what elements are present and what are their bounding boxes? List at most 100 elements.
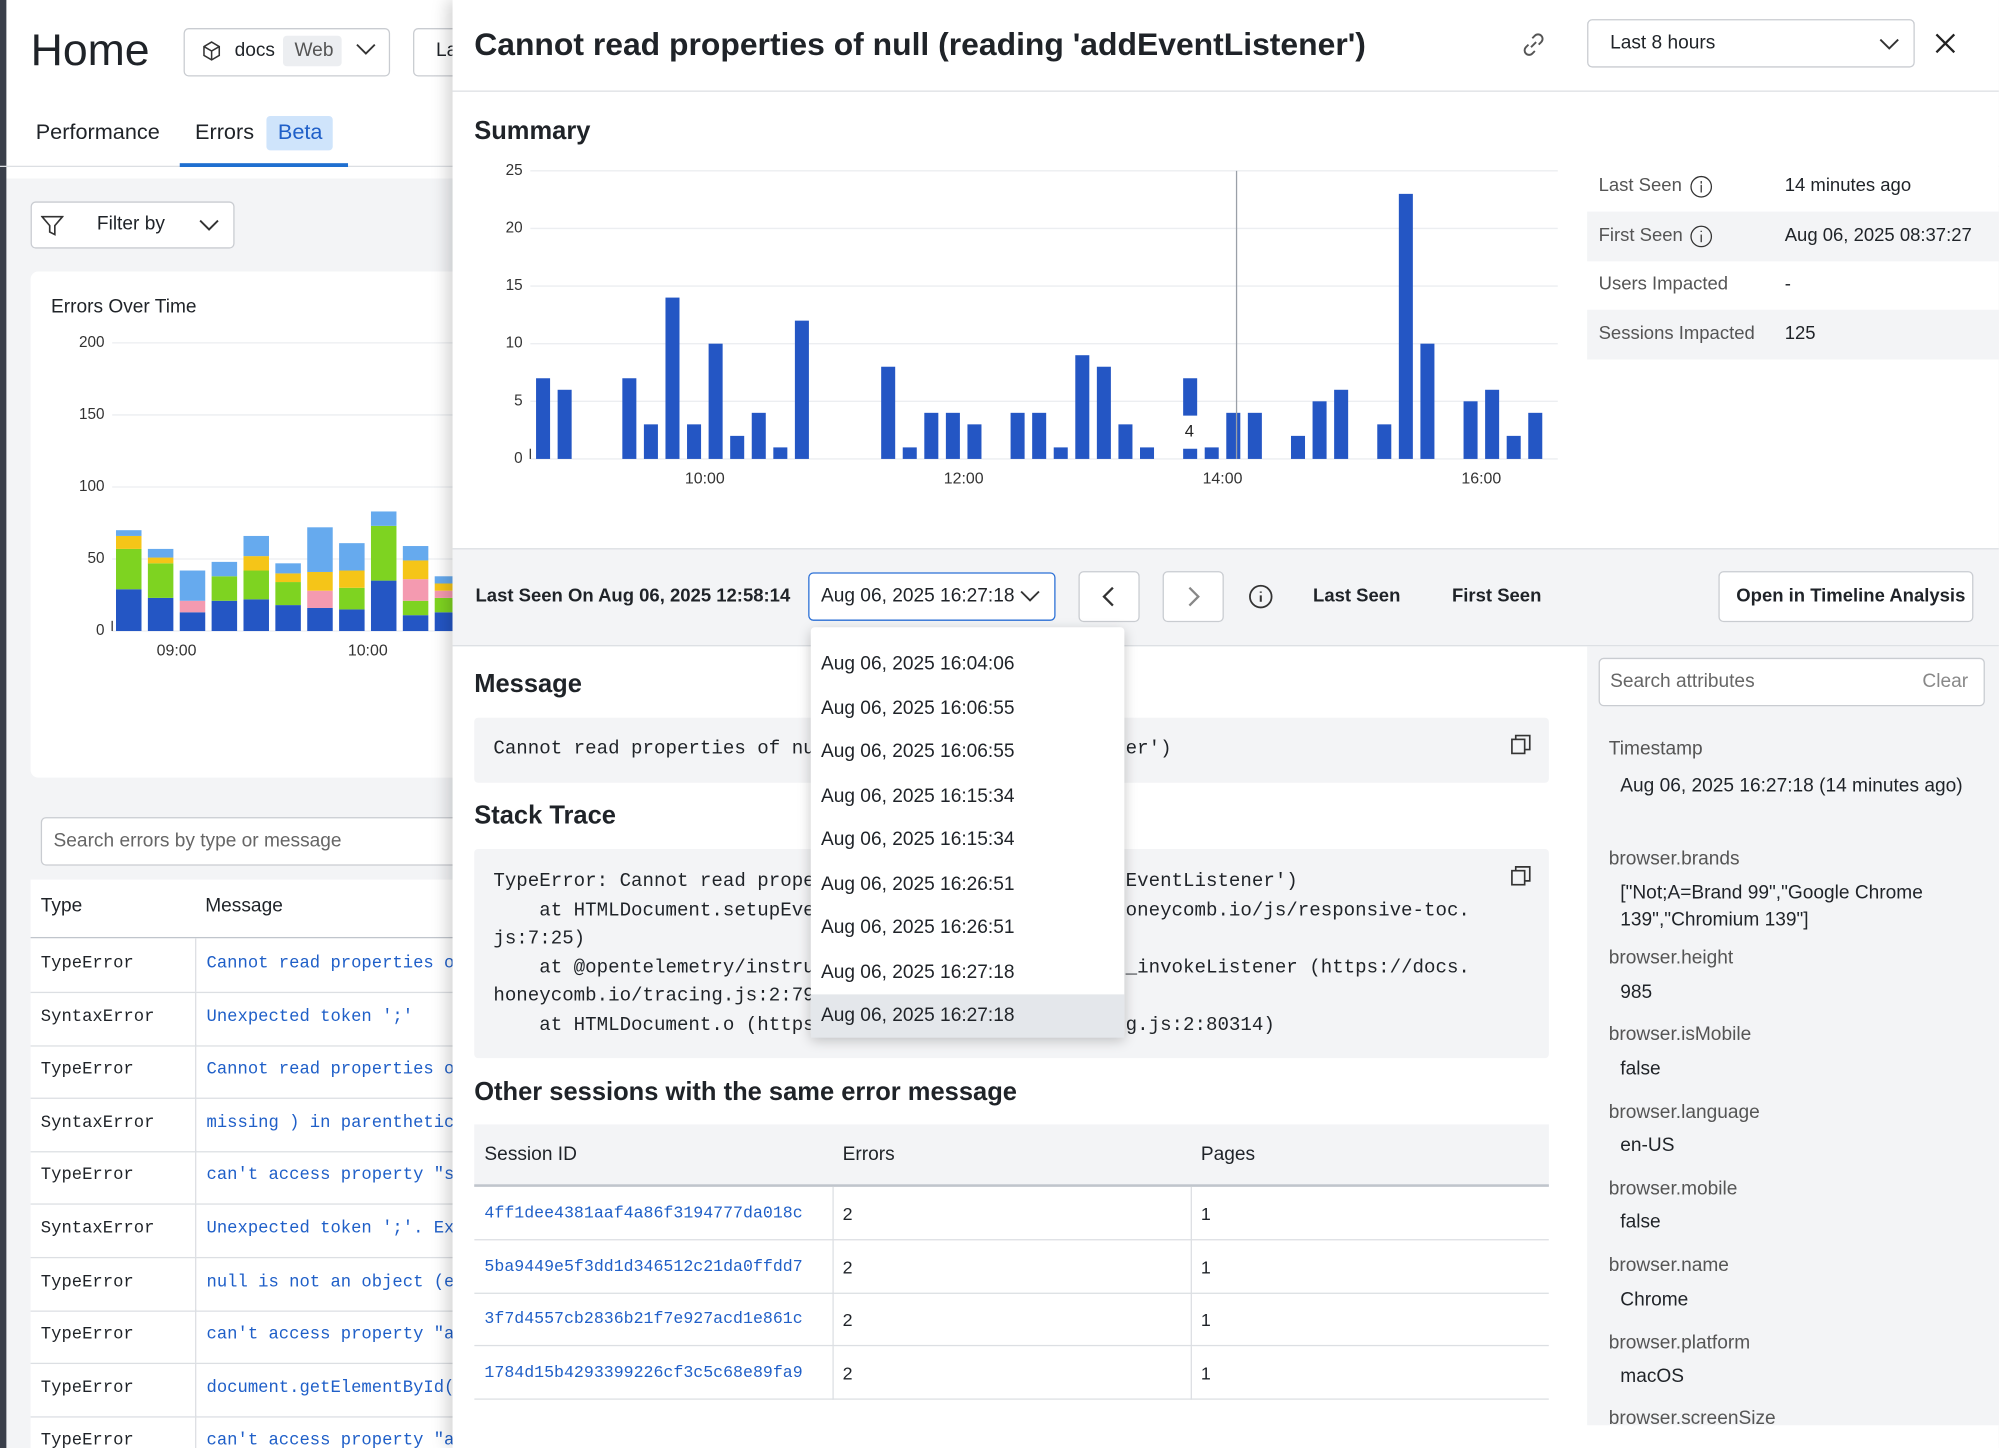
x-tick-label: 09:00: [157, 643, 197, 660]
stack-line: TypeError: Cannot read prope: [493, 870, 815, 893]
timeline-button[interactable]: [1718, 571, 1974, 623]
col-rule: [832, 1293, 834, 1347]
info-dot: [1699, 181, 1702, 184]
dropdown-option[interactable]: Aug 06, 2025 16:27:18: [820, 960, 1015, 983]
error-message[interactable]: can't access property "ad: [206, 1326, 465, 1346]
message-text: Cannot read properties of nu: [493, 738, 815, 760]
tab[interactable]: Performance: [35, 119, 160, 145]
col-rule: [1190, 1239, 1192, 1294]
chevron: [199, 219, 219, 231]
copy-icon[interactable]: [1511, 866, 1531, 886]
session-count: 2: [842, 1309, 853, 1331]
col-rule: [832, 1346, 834, 1400]
next-icon: [1188, 586, 1200, 607]
y-tick-label: 0: [514, 450, 523, 467]
dropdown-option[interactable]: Aug 06, 2025 16:15:34: [820, 828, 1015, 851]
session-id[interactable]: 1784d15b4293399226cf3c5c68e89fa9: [484, 1362, 803, 1383]
bar-segment: [402, 579, 429, 601]
attribute-key: browser.height: [1608, 947, 1734, 969]
sessions-body: 4ff1dee4381aaf4a86f3194777da018c 2 1 5ba944…: [474, 1186, 1549, 1425]
occurrence-selected: Aug 06, 2025 16:27:18: [820, 585, 1015, 607]
bar-segment: [307, 607, 333, 632]
dropdown-option[interactable]: Aug 06, 2025 16:06:55: [820, 696, 1015, 719]
error-message[interactable]: missing ) in parenthetica: [206, 1113, 465, 1134]
attribute-search[interactable]: [1598, 657, 1985, 707]
time-range-select[interactable]: [1587, 19, 1915, 68]
sessions-header: [474, 1124, 1549, 1187]
row-rule: [474, 1239, 1549, 1241]
dropdown-option[interactable]: Aug 06, 2025 16:26:51: [820, 872, 1015, 895]
prev-button[interactable]: [1078, 571, 1140, 623]
col-rule: [195, 1256, 197, 1310]
bar: [1226, 412, 1241, 459]
bar: [1398, 193, 1413, 459]
col-rule: [195, 1362, 197, 1417]
bar: [665, 297, 680, 459]
bar-segment: [307, 527, 333, 572]
stat-row-bg: [1587, 309, 1999, 360]
column-header: Type: [40, 894, 83, 917]
info-mark: [1699, 234, 1702, 242]
stack-line: oneycomb.io/js/responsive-toc.: [1125, 900, 1470, 922]
row-rule: [30, 1416, 541, 1418]
env-badge: [283, 35, 342, 67]
stack-line: g.js:2:80314): [1125, 1014, 1275, 1037]
chevron: [1020, 590, 1040, 602]
copy-icon[interactable]: [1511, 734, 1531, 755]
tooltip-value: 4: [1185, 422, 1194, 441]
error-message[interactable]: Cannot read properties of: [206, 1060, 465, 1080]
attribute-list: Timestamp Aug 06, 2025 16:27:18 (14 minut…: [1587, 646, 1999, 1425]
attribute-key: browser.mobile: [1608, 1177, 1738, 1200]
dropdown-option[interactable]: Aug 06, 2025 16:04:06: [820, 652, 1015, 675]
error-message[interactable]: document.getElementById(.: [206, 1379, 465, 1399]
error-message[interactable]: Unexpected token ';': [206, 1007, 414, 1027]
col-rule: [832, 1186, 834, 1241]
stat-label: Users Impacted: [1598, 274, 1729, 295]
error-type: SyntaxError: [40, 1219, 155, 1240]
first-seen-button[interactable]: First Seen: [1451, 586, 1542, 607]
column-header: Errors: [842, 1143, 895, 1166]
error-message[interactable]: can't access property "ad: [206, 1432, 465, 1448]
occurrence-select[interactable]: [808, 572, 1056, 621]
bar: [1140, 447, 1155, 459]
bar: [1053, 447, 1068, 459]
stat-value: Aug 06, 2025 08:37:27: [1784, 225, 1972, 246]
error-message[interactable]: null is not an object (ev: [206, 1273, 465, 1293]
column-header: Message: [205, 894, 283, 917]
bar-segment: [243, 599, 269, 632]
bar-segment: [116, 589, 142, 632]
last-seen-button[interactable]: Last Seen: [1313, 586, 1401, 607]
link-icon[interactable]: [1521, 32, 1546, 57]
bar: [945, 412, 960, 459]
stat-value: 125: [1784, 323, 1816, 345]
session-id[interactable]: 5ba9449e5f3dd1d346512c21da0ffdd7: [484, 1256, 803, 1276]
bar: [1463, 401, 1478, 459]
stack-line: honeycomb.io/tracing.js:2:79: [493, 985, 815, 1008]
attributes-sidebar: [1587, 646, 1999, 1426]
stat-value: -: [1784, 274, 1791, 295]
session-id[interactable]: 4ff1dee4381aaf4a86f3194777da018c: [484, 1203, 803, 1223]
dropdown-option[interactable]: Aug 06, 2025 16:15:34: [820, 784, 1015, 807]
bar: [794, 320, 809, 459]
dropdown-option[interactable]: Aug 06, 2025 16:06:55: [820, 740, 1015, 763]
error-message[interactable]: Unexpected token ';'. Exp: [206, 1219, 465, 1240]
dropdown-option[interactable]: Aug 06, 2025 16:26:51: [820, 916, 1015, 939]
bar-segment: [402, 615, 429, 632]
bar-segment: [339, 570, 365, 588]
error-message[interactable]: can't access property "st: [206, 1166, 465, 1187]
error-type: TypeError: [40, 1326, 134, 1346]
clear-button[interactable]: Clear: [1922, 670, 1969, 693]
col-rule: [195, 1203, 197, 1257]
attribute-value: en-US: [1620, 1134, 1675, 1157]
tab[interactable]: Errors: [195, 119, 255, 145]
close-icon[interactable]: [1935, 33, 1956, 54]
dropdown-option[interactable]: Aug 06, 2025 16:27:18: [820, 1004, 1015, 1027]
next-button[interactable]: [1162, 571, 1224, 623]
bar-segment: [434, 590, 461, 598]
attribute-value: macOS: [1620, 1365, 1685, 1387]
filter-button[interactable]: [30, 201, 235, 249]
bar-segment: [307, 571, 333, 591]
error-message[interactable]: Cannot read properties of: [206, 954, 465, 974]
filter-icon: [40, 215, 64, 236]
session-id[interactable]: 3f7d4557cb2836b21f7e927acd1e861c: [484, 1309, 803, 1329]
